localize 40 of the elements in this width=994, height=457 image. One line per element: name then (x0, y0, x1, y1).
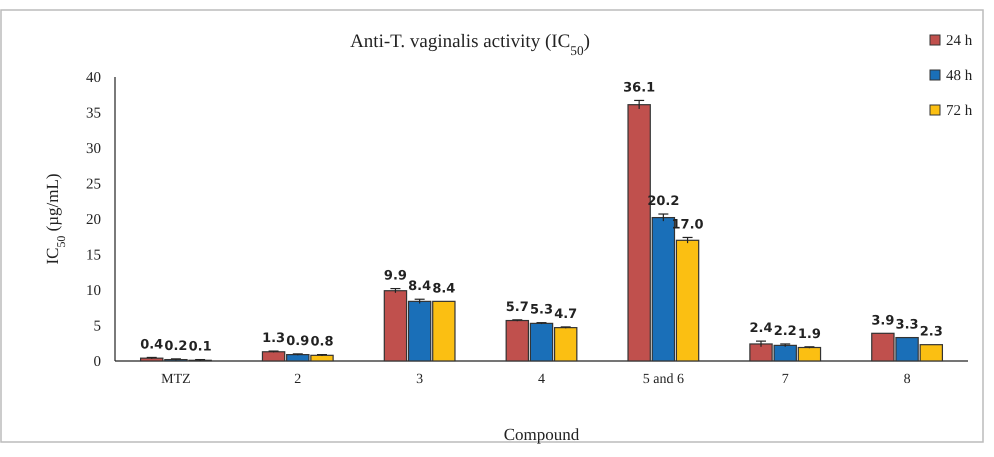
data-label: 1.9 (798, 326, 821, 342)
data-label: 2.4 (749, 321, 773, 336)
y-tick-label: 10 (86, 283, 101, 299)
data-label: 0.1 (188, 340, 212, 355)
x-tick-label: 3 (416, 372, 424, 387)
data-label: 1.3 (262, 331, 286, 346)
y-tick-label: 40 (86, 70, 101, 86)
y-tick-label: 35 (86, 106, 101, 122)
legend-label: 48 h (946, 68, 973, 84)
data-label: 5.3 (530, 302, 554, 318)
data-label: 0.2 (164, 338, 188, 354)
legend-label: 72 h (946, 103, 973, 119)
x-tick-label: MTZ (161, 372, 191, 387)
y-tick-label: 25 (86, 176, 101, 192)
data-label: 2.2 (774, 324, 797, 339)
data-label: 8.4 (432, 281, 456, 296)
data-label: 0.9 (286, 334, 310, 349)
y-tick-label: 30 (86, 141, 101, 157)
data-label: 0.8 (310, 334, 334, 350)
x-tick-label: 7 (782, 372, 789, 387)
x-axis-title: Compound (504, 425, 580, 444)
x-tick-label: 5 and 6 (642, 372, 684, 387)
data-label: 0.4 (140, 337, 164, 352)
chart-title: Anti-T. vaginalis activity (IC$_{50}$) (350, 31, 590, 58)
data-label: 9.9 (384, 268, 407, 284)
x-tick-label: 8 (904, 372, 911, 387)
data-label: 4.7 (554, 306, 578, 322)
data-label: 2.3 (920, 324, 943, 340)
data-label: 36.1 (623, 80, 656, 96)
data-label: 3.3 (896, 318, 919, 333)
y-tick-label: 0 (94, 354, 101, 370)
y-tick-label: 20 (86, 212, 101, 228)
y-tick-label: 5 (94, 318, 101, 334)
x-tick-label: 4 (538, 372, 545, 387)
data-label: 5.7 (506, 300, 529, 315)
data-label: 8.4 (408, 279, 432, 294)
x-tick-label: 2 (294, 372, 302, 387)
legend-label: 24 h (946, 33, 973, 49)
data-label: 3.9 (871, 313, 894, 328)
y-tick-label: 15 (86, 248, 101, 264)
